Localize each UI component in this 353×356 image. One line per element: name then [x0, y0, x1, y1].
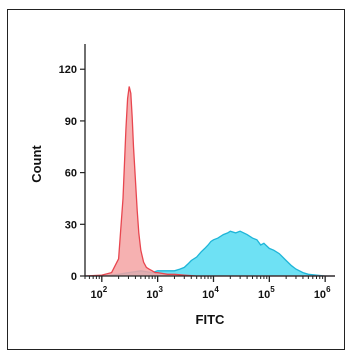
labels: FITC Count [29, 145, 225, 327]
x-tick-label: 104 [202, 285, 219, 301]
x-tick-label: 105 [258, 285, 275, 301]
y-tick-label: 30 [65, 219, 77, 231]
histogram-chart: 0 30 60 90 120 102 103 104 105 106 FITC Count [29, 44, 335, 327]
x-tick-label: 102 [90, 285, 107, 301]
x-tick-label: 103 [146, 285, 163, 301]
axes: 0 30 60 90 120 102 103 104 105 106 [59, 44, 335, 301]
x-tick-label: 106 [314, 285, 331, 301]
chart-frame: 0 30 60 90 120 102 103 104 105 106 FITC Count [7, 9, 345, 350]
y-axis-title: Count [29, 145, 44, 183]
plot-area [84, 86, 335, 277]
x-axis-title: FITC [196, 312, 225, 327]
series-blue-line [85, 230, 335, 277]
y-tick-label: 120 [59, 64, 77, 76]
y-tick-label: 0 [71, 271, 77, 283]
y-tick-label: 90 [65, 116, 77, 128]
y-tick-label: 60 [65, 168, 77, 180]
series-blue-area [85, 231, 335, 276]
